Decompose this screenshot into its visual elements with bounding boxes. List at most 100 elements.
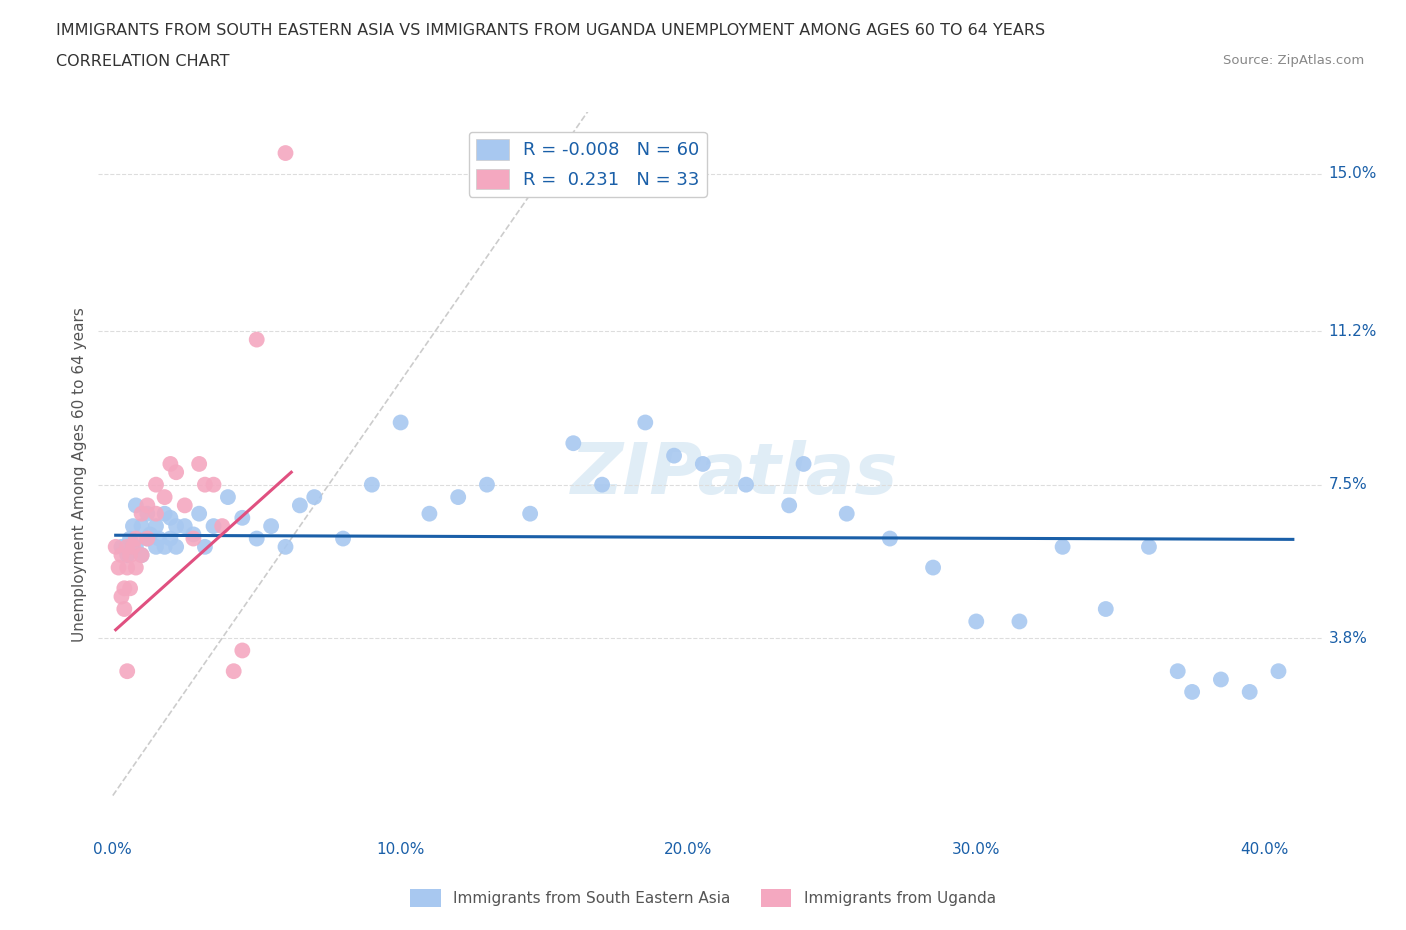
Point: [120, 581, 142, 596]
Point: [148, 531, 170, 546]
Text: 3.8%: 3.8%: [1329, 631, 1368, 645]
Point: [304, 490, 326, 505]
Point: [183, 527, 205, 542]
Point: [165, 539, 187, 554]
Point: [202, 477, 225, 492]
Point: [125, 498, 148, 512]
Point: [110, 589, 132, 604]
Point: [115, 560, 138, 575]
Point: [131, 548, 153, 563]
Point: [447, 490, 470, 505]
Text: CORRELATION CHART: CORRELATION CHART: [56, 54, 229, 69]
Point: [1239, 684, 1261, 699]
Point: [145, 519, 167, 534]
Point: [104, 539, 127, 554]
Point: [202, 519, 225, 534]
Point: [165, 519, 187, 534]
Point: [735, 477, 758, 492]
Point: [131, 506, 153, 521]
Point: [246, 332, 269, 347]
Point: [274, 146, 297, 161]
Point: [793, 457, 815, 472]
Point: [519, 506, 541, 521]
Point: [145, 477, 167, 492]
Point: [188, 506, 211, 521]
Text: 15.0%: 15.0%: [1329, 166, 1376, 181]
Point: [112, 581, 135, 596]
Point: [246, 531, 269, 546]
Point: [778, 498, 800, 512]
Point: [1094, 602, 1116, 617]
Point: [125, 531, 148, 546]
Point: [1209, 672, 1232, 687]
Point: [1167, 664, 1189, 679]
Point: [879, 531, 901, 546]
Point: [153, 506, 176, 521]
Point: [120, 531, 142, 546]
Point: [145, 506, 167, 521]
Point: [211, 519, 233, 534]
Point: [139, 527, 162, 542]
Point: [107, 560, 129, 575]
Point: [120, 548, 142, 563]
Text: 11.2%: 11.2%: [1329, 324, 1376, 339]
Point: [591, 477, 613, 492]
Point: [360, 477, 382, 492]
Point: [153, 490, 176, 505]
Point: [965, 614, 987, 629]
Y-axis label: Unemployment Among Ages 60 to 64 years: Unemployment Among Ages 60 to 64 years: [72, 307, 87, 642]
Point: [110, 548, 132, 563]
Point: [125, 560, 148, 575]
Point: [173, 519, 195, 534]
Text: Source: ZipAtlas.com: Source: ZipAtlas.com: [1223, 54, 1364, 67]
Point: [136, 531, 159, 546]
Point: [1008, 614, 1031, 629]
Text: IMMIGRANTS FROM SOUTH EASTERN ASIA VS IMMIGRANTS FROM UGANDA UNEMPLOYMENT AMONG : IMMIGRANTS FROM SOUTH EASTERN ASIA VS IM…: [56, 23, 1046, 38]
Point: [165, 465, 187, 480]
Point: [159, 511, 181, 525]
Legend: Immigrants from South Eastern Asia, Immigrants from Uganda: Immigrants from South Eastern Asia, Immi…: [404, 884, 1002, 913]
Point: [136, 531, 159, 546]
Point: [634, 415, 657, 430]
Point: [217, 490, 239, 505]
Point: [122, 539, 145, 554]
Point: [125, 539, 148, 554]
Point: [389, 415, 412, 430]
Point: [288, 498, 311, 512]
Point: [153, 539, 176, 554]
Point: [260, 519, 283, 534]
Point: [136, 498, 159, 512]
Point: [418, 506, 440, 521]
Point: [122, 519, 145, 534]
Point: [662, 448, 685, 463]
Point: [1267, 664, 1289, 679]
Point: [159, 457, 181, 472]
Point: [145, 539, 167, 554]
Point: [562, 436, 585, 451]
Point: [115, 664, 138, 679]
Point: [131, 519, 153, 534]
Point: [131, 548, 153, 563]
Point: [1137, 539, 1160, 554]
Point: [110, 539, 132, 554]
Text: ZIPatlas: ZIPatlas: [571, 440, 898, 509]
Point: [173, 498, 195, 512]
Point: [231, 511, 253, 525]
Point: [115, 548, 138, 563]
Legend: R = -0.008   N = 60, R =  0.231   N = 33: R = -0.008 N = 60, R = 0.231 N = 33: [468, 131, 707, 196]
Point: [136, 506, 159, 521]
Point: [112, 602, 135, 617]
Point: [115, 539, 138, 554]
Text: 7.5%: 7.5%: [1329, 477, 1367, 492]
Point: [222, 664, 245, 679]
Point: [835, 506, 858, 521]
Point: [231, 643, 253, 658]
Point: [188, 457, 211, 472]
Point: [1181, 684, 1204, 699]
Point: [159, 531, 181, 546]
Point: [692, 457, 714, 472]
Point: [332, 531, 354, 546]
Point: [194, 477, 217, 492]
Point: [1052, 539, 1074, 554]
Point: [475, 477, 498, 492]
